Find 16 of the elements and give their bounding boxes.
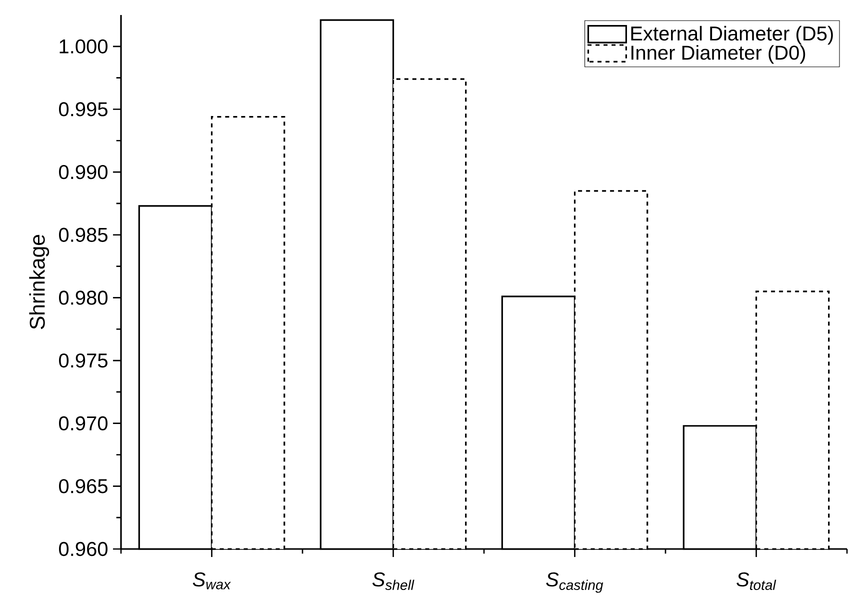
y-tick-label: 1.000 <box>60 39 108 54</box>
x-tick-label: S$_{total}$ <box>736 572 776 590</box>
y-tick-label: 0.990 <box>59 164 108 180</box>
x-tick-label: S$_{casting}$ <box>546 572 604 593</box>
y-tick-label: 0.965 <box>59 479 108 494</box>
y-tick-label: 0.995 <box>59 102 108 116</box>
y-tick-label: 0.980 <box>59 290 108 305</box>
legend-label: External Diameter (D5) <box>631 26 833 45</box>
y-tick-label: 0.985 <box>59 228 108 242</box>
y-tick-label: 0.975 <box>59 353 108 368</box>
y-tick-label: 0.970 <box>59 416 108 430</box>
x-tick-label: S$_{shell}$ <box>372 572 414 590</box>
x-tick-label: S$_{wax}$ <box>192 572 231 590</box>
legend-label: Inner Diameter (D0) <box>631 45 806 64</box>
y-axis-title: Shrinkage <box>29 234 50 330</box>
y-tick-label: 0.960 <box>59 542 108 556</box>
